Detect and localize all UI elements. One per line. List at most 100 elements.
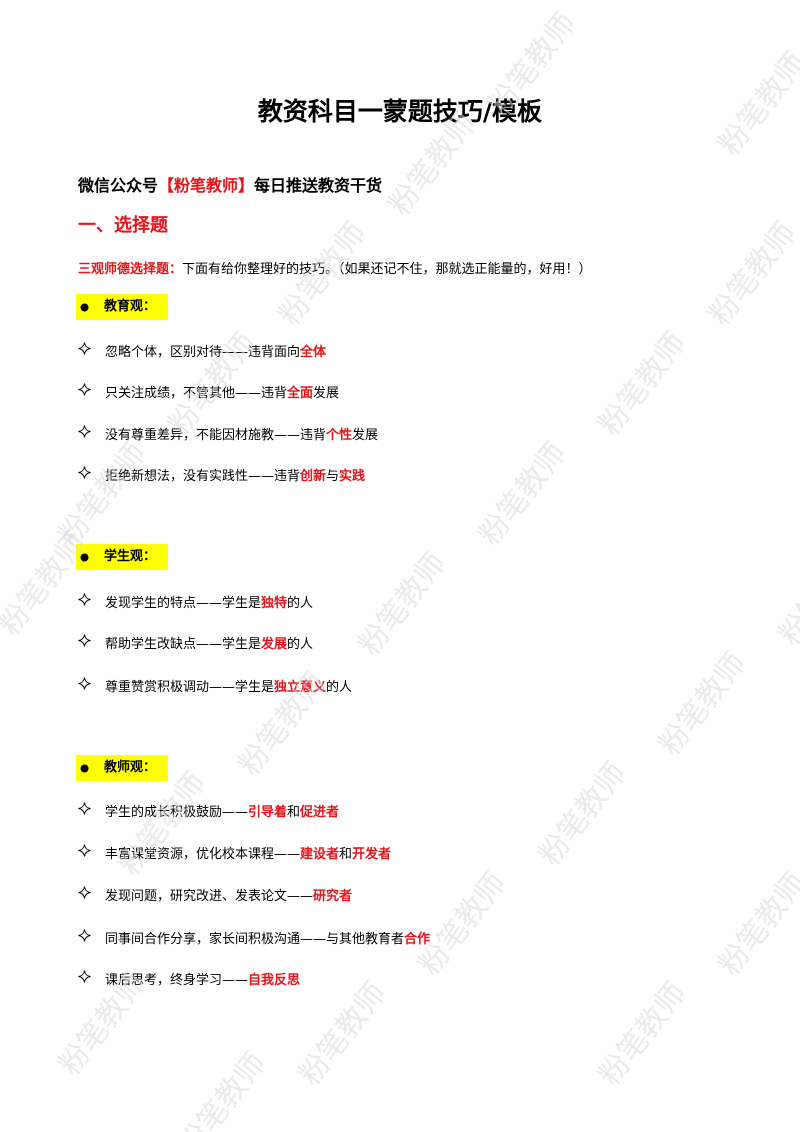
watermark: 粉笔教师 [292, 976, 394, 1093]
emphasis: 个性 [326, 428, 353, 443]
watermark: 粉笔教师 [712, 866, 800, 983]
watermark: 粉笔教师 [472, 436, 574, 553]
text: 的人 [326, 680, 353, 695]
watermark: 粉笔教师 [592, 326, 694, 443]
text: 课后思考，终身学习—— [105, 973, 249, 988]
star [78, 970, 91, 983]
text: 发现问题，研究改进、发表论文—— [105, 889, 314, 904]
star [78, 929, 91, 942]
text: 和 [287, 805, 301, 820]
subtitle-highlight: 【粉笔教师】 [158, 176, 255, 195]
star [78, 677, 91, 690]
emphasis: 促进者 [300, 805, 340, 820]
star [78, 383, 91, 396]
emphasis: 独特 [261, 596, 288, 611]
emphasis: 建设者 [300, 847, 340, 862]
text: 发展 [352, 428, 379, 443]
list-item: 丰富课堂资源，优化校本课程——建设者和开发者 [78, 843, 391, 862]
emphasis: 实践 [339, 469, 366, 484]
emphasis: 创新 [300, 469, 327, 484]
item-text: 忽略个体，区别对待——违背面向全体 [105, 345, 326, 360]
text: 学生的成长积极鼓励—— [105, 805, 249, 820]
watermark: 粉笔教师 [592, 976, 694, 1093]
watermark: 粉笔教师 [702, 216, 800, 333]
star [78, 342, 91, 355]
item-text: 同事间合作分享，家长间积极沟通——与其他教育者合作 [105, 932, 430, 947]
text: 拒绝新想法，没有实践性——违背 [105, 469, 301, 484]
list-item: 同事间合作分享，家长间积极沟通——与其他教育者合作 [78, 928, 430, 947]
star [78, 844, 91, 857]
watermark: 粉笔教师 [772, 536, 800, 653]
dot [80, 303, 89, 312]
text: 丰富课堂资源，优化校本课程—— [105, 847, 301, 862]
text: 只关注成绩，不管其他——违背 [105, 386, 288, 401]
star [78, 466, 91, 479]
item-text: 拒绝新想法，没有实践性——违背创新与实践 [105, 469, 365, 484]
text: 同事间合作分享，家长间积极沟通——与其他教育者 [105, 932, 405, 947]
item-text: 学生的成长积极鼓励——引导着和促进者 [105, 805, 339, 820]
list-item: 发现学生的特点——学生是独特的人 [78, 592, 313, 611]
text: 和 [339, 847, 353, 862]
watermark: 粉笔教师 [172, 1046, 274, 1132]
subtitle-prefix: 微信公众号 [78, 176, 159, 195]
group-heading: 教育观： [76, 294, 169, 320]
intro-label: 三观师德选择题： [78, 262, 183, 277]
item-text: 丰富课堂资源，优化校本课程——建设者和开发者 [105, 847, 391, 862]
list-item: 帮助学生改缺点——学生是发展的人 [78, 633, 313, 652]
subtitle: 微信公众号【粉笔教师】每日推送教资干货 [78, 172, 382, 196]
emphasis: 发展 [261, 637, 288, 652]
text: 的人 [287, 596, 314, 611]
list-item: 课后思考，终身学习——自我反思 [78, 969, 300, 988]
list-item: 只关注成绩，不管其他——违背全面发展 [78, 382, 339, 401]
watermark: 粉笔教师 [412, 866, 514, 983]
emphasis: 研究者 [313, 889, 353, 904]
star [78, 425, 91, 438]
group-heading: 教师观： [76, 755, 169, 781]
emphasis: 全体 [300, 345, 327, 360]
watermark: 粉笔教师 [0, 526, 94, 643]
text: 帮助学生改缺点——学生是 [105, 637, 262, 652]
list-item: 学生的成长积极鼓励——引导着和促进者 [78, 801, 339, 820]
text: 的人 [287, 637, 314, 652]
emphasis: 引导着 [248, 805, 288, 820]
star [78, 802, 91, 815]
item-text: 课后思考，终身学习——自我反思 [105, 973, 300, 988]
text: 尊重赞赏积极调动——学生是 [105, 680, 275, 695]
star [78, 593, 91, 606]
star [78, 634, 91, 647]
text: 忽略个体，区别对待——违背面向 [105, 345, 301, 360]
dot [80, 553, 89, 562]
text: 没有尊重差异，不能因材施教——违背 [105, 428, 327, 443]
item-text: 没有尊重差异，不能因材施教——违背个性发展 [105, 428, 378, 443]
emphasis: 独立意义 [274, 680, 327, 695]
subtitle-suffix: 每日推送教资干货 [254, 176, 383, 195]
text: 发展 [313, 386, 340, 401]
item-text: 发现问题，研究改进、发表论文——研究者 [105, 889, 352, 904]
star [78, 886, 91, 899]
list-item: 忽略个体，区别对待——违背面向全体 [78, 341, 326, 360]
text: 与 [326, 469, 340, 484]
group-heading: 学生观： [76, 544, 169, 570]
watermark: 粉笔教师 [532, 756, 634, 873]
emphasis: 自我反思 [248, 973, 301, 988]
item-text: 帮助学生改缺点——学生是发展的人 [105, 637, 313, 652]
list-item: 尊重赞赏积极调动——学生是独立意义的人 [78, 676, 352, 695]
watermark: 粉笔教师 [652, 646, 754, 763]
emphasis: 合作 [404, 932, 431, 947]
emphasis: 全面 [287, 386, 314, 401]
text: 发现学生的特点——学生是 [105, 596, 262, 611]
dot [80, 764, 89, 773]
section-heading: 一、选择题 [78, 215, 168, 236]
list-item: 没有尊重差异，不能因材施教——违背个性发展 [78, 424, 378, 443]
item-text: 发现学生的特点——学生是独特的人 [105, 596, 313, 611]
watermark: 粉笔教师 [352, 546, 454, 663]
item-text: 只关注成绩，不管其他——违背全面发展 [105, 386, 339, 401]
list-item: 发现问题，研究改进、发表论文——研究者 [78, 885, 352, 904]
intro-text: 下面有给你整理好的技巧。（如果还记不住，那就选正能量的，好用！） [182, 262, 592, 277]
list-item: 拒绝新想法，没有实践性——违背创新与实践 [78, 465, 365, 484]
emphasis: 开发者 [352, 847, 392, 862]
item-text: 尊重赞赏积极调动——学生是独立意义的人 [105, 680, 352, 695]
intro: 三观师德选择题：下面有给你整理好的技巧。（如果还记不住，那就选正能量的，好用！） [78, 258, 592, 277]
title: 教资科目一蒙题技巧/模板 [257, 97, 543, 126]
